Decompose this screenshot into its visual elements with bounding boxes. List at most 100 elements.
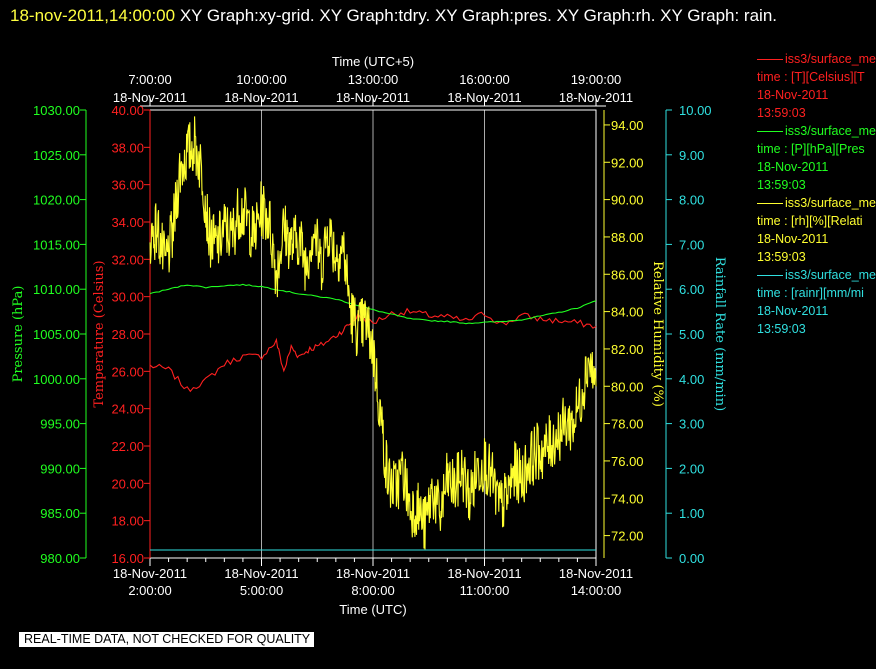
pressure-tick-label: 1000.00	[33, 372, 80, 387]
top-tick-date: 18-Nov-2011	[113, 90, 187, 105]
x-tick-label: 2:00:00	[128, 583, 171, 598]
rain-tick-label: 10.00	[679, 103, 712, 118]
top-tick-label: 13:00:00	[348, 72, 399, 87]
pressure-tick-label: 980.00	[40, 551, 80, 566]
humidity-tick-label: 84.00	[611, 305, 644, 320]
humidity-tick-label: 94.00	[611, 118, 644, 133]
temperature-tick-label: 40.00	[111, 103, 144, 118]
rain-tick-label: 7.00	[679, 237, 704, 252]
pressure-axis-title: Pressure (hPa)	[11, 286, 26, 383]
series-line-pressure	[149, 283, 597, 325]
pressure-tick-label: 990.00	[40, 461, 80, 476]
x-tick-label: 8:00:00	[351, 583, 394, 598]
temperature-tick-label: 24.00	[111, 402, 144, 417]
temperature-tick-label: 30.00	[111, 290, 144, 305]
pressure-tick-label: 985.00	[40, 506, 80, 521]
x-tick-date: 18-Nov-2011	[224, 566, 298, 581]
legend-temperature: iss3/surface_met time : [T][Celsius][T 1…	[757, 50, 876, 122]
x-tick-date: 18-Nov-2011	[559, 566, 633, 581]
window-header: 18-nov-2011,14:00:00 XY Graph:xy-grid. X…	[10, 2, 860, 30]
pressure-tick-label: 1005.00	[33, 327, 80, 342]
legend-series-name: iss3/surface_met	[785, 124, 876, 138]
rain-tick-label: 8.00	[679, 193, 704, 208]
x-tick-date: 18-Nov-2011	[113, 566, 187, 581]
rain-tick-label: 1.00	[679, 506, 704, 521]
humidity-tick-label: 74.00	[611, 491, 644, 506]
legend-rain: iss3/surface_met time : [rainr][mm/mi 18…	[757, 266, 876, 338]
legend-time: 13:59:03	[757, 178, 806, 192]
x-tick-label: 14:00:00	[571, 583, 622, 598]
top-tick-date: 18-Nov-2011	[336, 90, 410, 105]
x-axis-title: Time (UTC)	[339, 602, 406, 617]
legend-time: 13:59:03	[757, 322, 806, 336]
temperature-tick-label: 32.00	[111, 252, 144, 267]
legend-date: 18-Nov-2011	[757, 160, 829, 174]
rain-tick-label: 5.00	[679, 327, 704, 342]
rain-tick-label: 9.00	[679, 148, 704, 163]
top-tick-label: 7:00:00	[128, 72, 171, 87]
temperature-tick-label: 34.00	[111, 215, 144, 230]
top-tick-date: 18-Nov-2011	[447, 90, 521, 105]
legend-series-name: iss3/surface_met	[785, 268, 876, 282]
legend-series-name: iss3/surface_met	[785, 52, 876, 66]
legend-time: 13:59:03	[757, 250, 806, 264]
legend-line-rain	[757, 275, 783, 277]
temperature-tick-label: 36.00	[111, 178, 144, 193]
x-tick-date: 18-Nov-2011	[336, 566, 410, 581]
legend-variable: time : [rainr][mm/mi	[757, 286, 864, 300]
pressure-tick-label: 1020.00	[33, 193, 80, 208]
legend-pressure: iss3/surface_met time : [P][hPa][Pres 18…	[757, 122, 876, 194]
pressure-tick-label: 1010.00	[33, 282, 80, 297]
top-tick-label: 19:00:00	[571, 72, 622, 87]
x-tick-date: 18-Nov-2011	[447, 566, 521, 581]
legend-line-temperature	[757, 59, 783, 61]
pressure-tick-label: 995.00	[40, 417, 80, 432]
top-tick-date: 18-Nov-2011	[224, 90, 298, 105]
temperature-tick-label: 16.00	[111, 551, 144, 566]
legend-date: 18-Nov-2011	[757, 232, 829, 246]
humidity-tick-label: 76.00	[611, 454, 644, 469]
legend-series-name: iss3/surface_met	[785, 196, 876, 210]
pressure-tick-label: 1015.00	[33, 237, 80, 252]
legend-date: 18-Nov-2011	[757, 304, 829, 318]
top-tick-label: 16:00:00	[459, 72, 510, 87]
top-axis-title: Time (UTC+5)	[332, 54, 414, 69]
temperature-axis-title: Temperature (Celsius)	[92, 260, 107, 407]
temperature-tick-label: 26.00	[111, 364, 144, 379]
pressure-tick-label: 1030.00	[33, 103, 80, 118]
humidity-tick-label: 78.00	[611, 417, 644, 432]
series-line-humidity	[149, 116, 597, 550]
legend-date: 18-Nov-2011	[757, 88, 829, 102]
top-tick-date: 18-Nov-2011	[559, 90, 633, 105]
humidity-tick-label: 80.00	[611, 379, 644, 394]
legend-humidity: iss3/surface_met time : [rh][%][Relati 1…	[757, 194, 876, 266]
humidity-tick-label: 92.00	[611, 155, 644, 170]
humidity-tick-label: 86.00	[611, 267, 644, 282]
legend-variable: time : [P][hPa][Pres	[757, 142, 865, 156]
temperature-tick-label: 22.00	[111, 439, 144, 454]
timestamp-title: 18-nov-2011,14:00:00	[10, 6, 176, 25]
rain-tick-label: 2.00	[679, 461, 704, 476]
temperature-tick-label: 20.00	[111, 476, 144, 491]
graph-list-title: XY Graph:xy-grid. XY Graph:tdry. XY Grap…	[175, 6, 778, 25]
humidity-tick-label: 72.00	[611, 529, 644, 544]
quality-banner: REAL-TIME DATA, NOT CHECKED FOR QUALITY	[19, 632, 315, 647]
legend-variable: time : [T][Celsius][T	[757, 70, 865, 84]
x-tick-label: 5:00:00	[240, 583, 283, 598]
temperature-tick-label: 18.00	[111, 514, 144, 529]
temperature-tick-label: 28.00	[111, 327, 144, 342]
rain-axis-title: Rainfall Rate (mm/min)	[712, 257, 727, 411]
rain-tick-label: 4.00	[679, 372, 704, 387]
humidity-tick-label: 90.00	[611, 193, 644, 208]
x-tick-label: 11:00:00	[460, 583, 510, 598]
rain-tick-label: 6.00	[679, 282, 704, 297]
rain-tick-label: 0.00	[679, 551, 704, 566]
legend-line-pressure	[757, 131, 783, 133]
pressure-tick-label: 1025.00	[33, 148, 80, 163]
top-tick-label: 10:00:00	[236, 72, 287, 87]
rain-tick-label: 3.00	[679, 417, 704, 432]
humidity-tick-label: 82.00	[611, 342, 644, 357]
legend-line-humidity	[757, 203, 783, 205]
legend-time: 13:59:03	[757, 106, 806, 120]
